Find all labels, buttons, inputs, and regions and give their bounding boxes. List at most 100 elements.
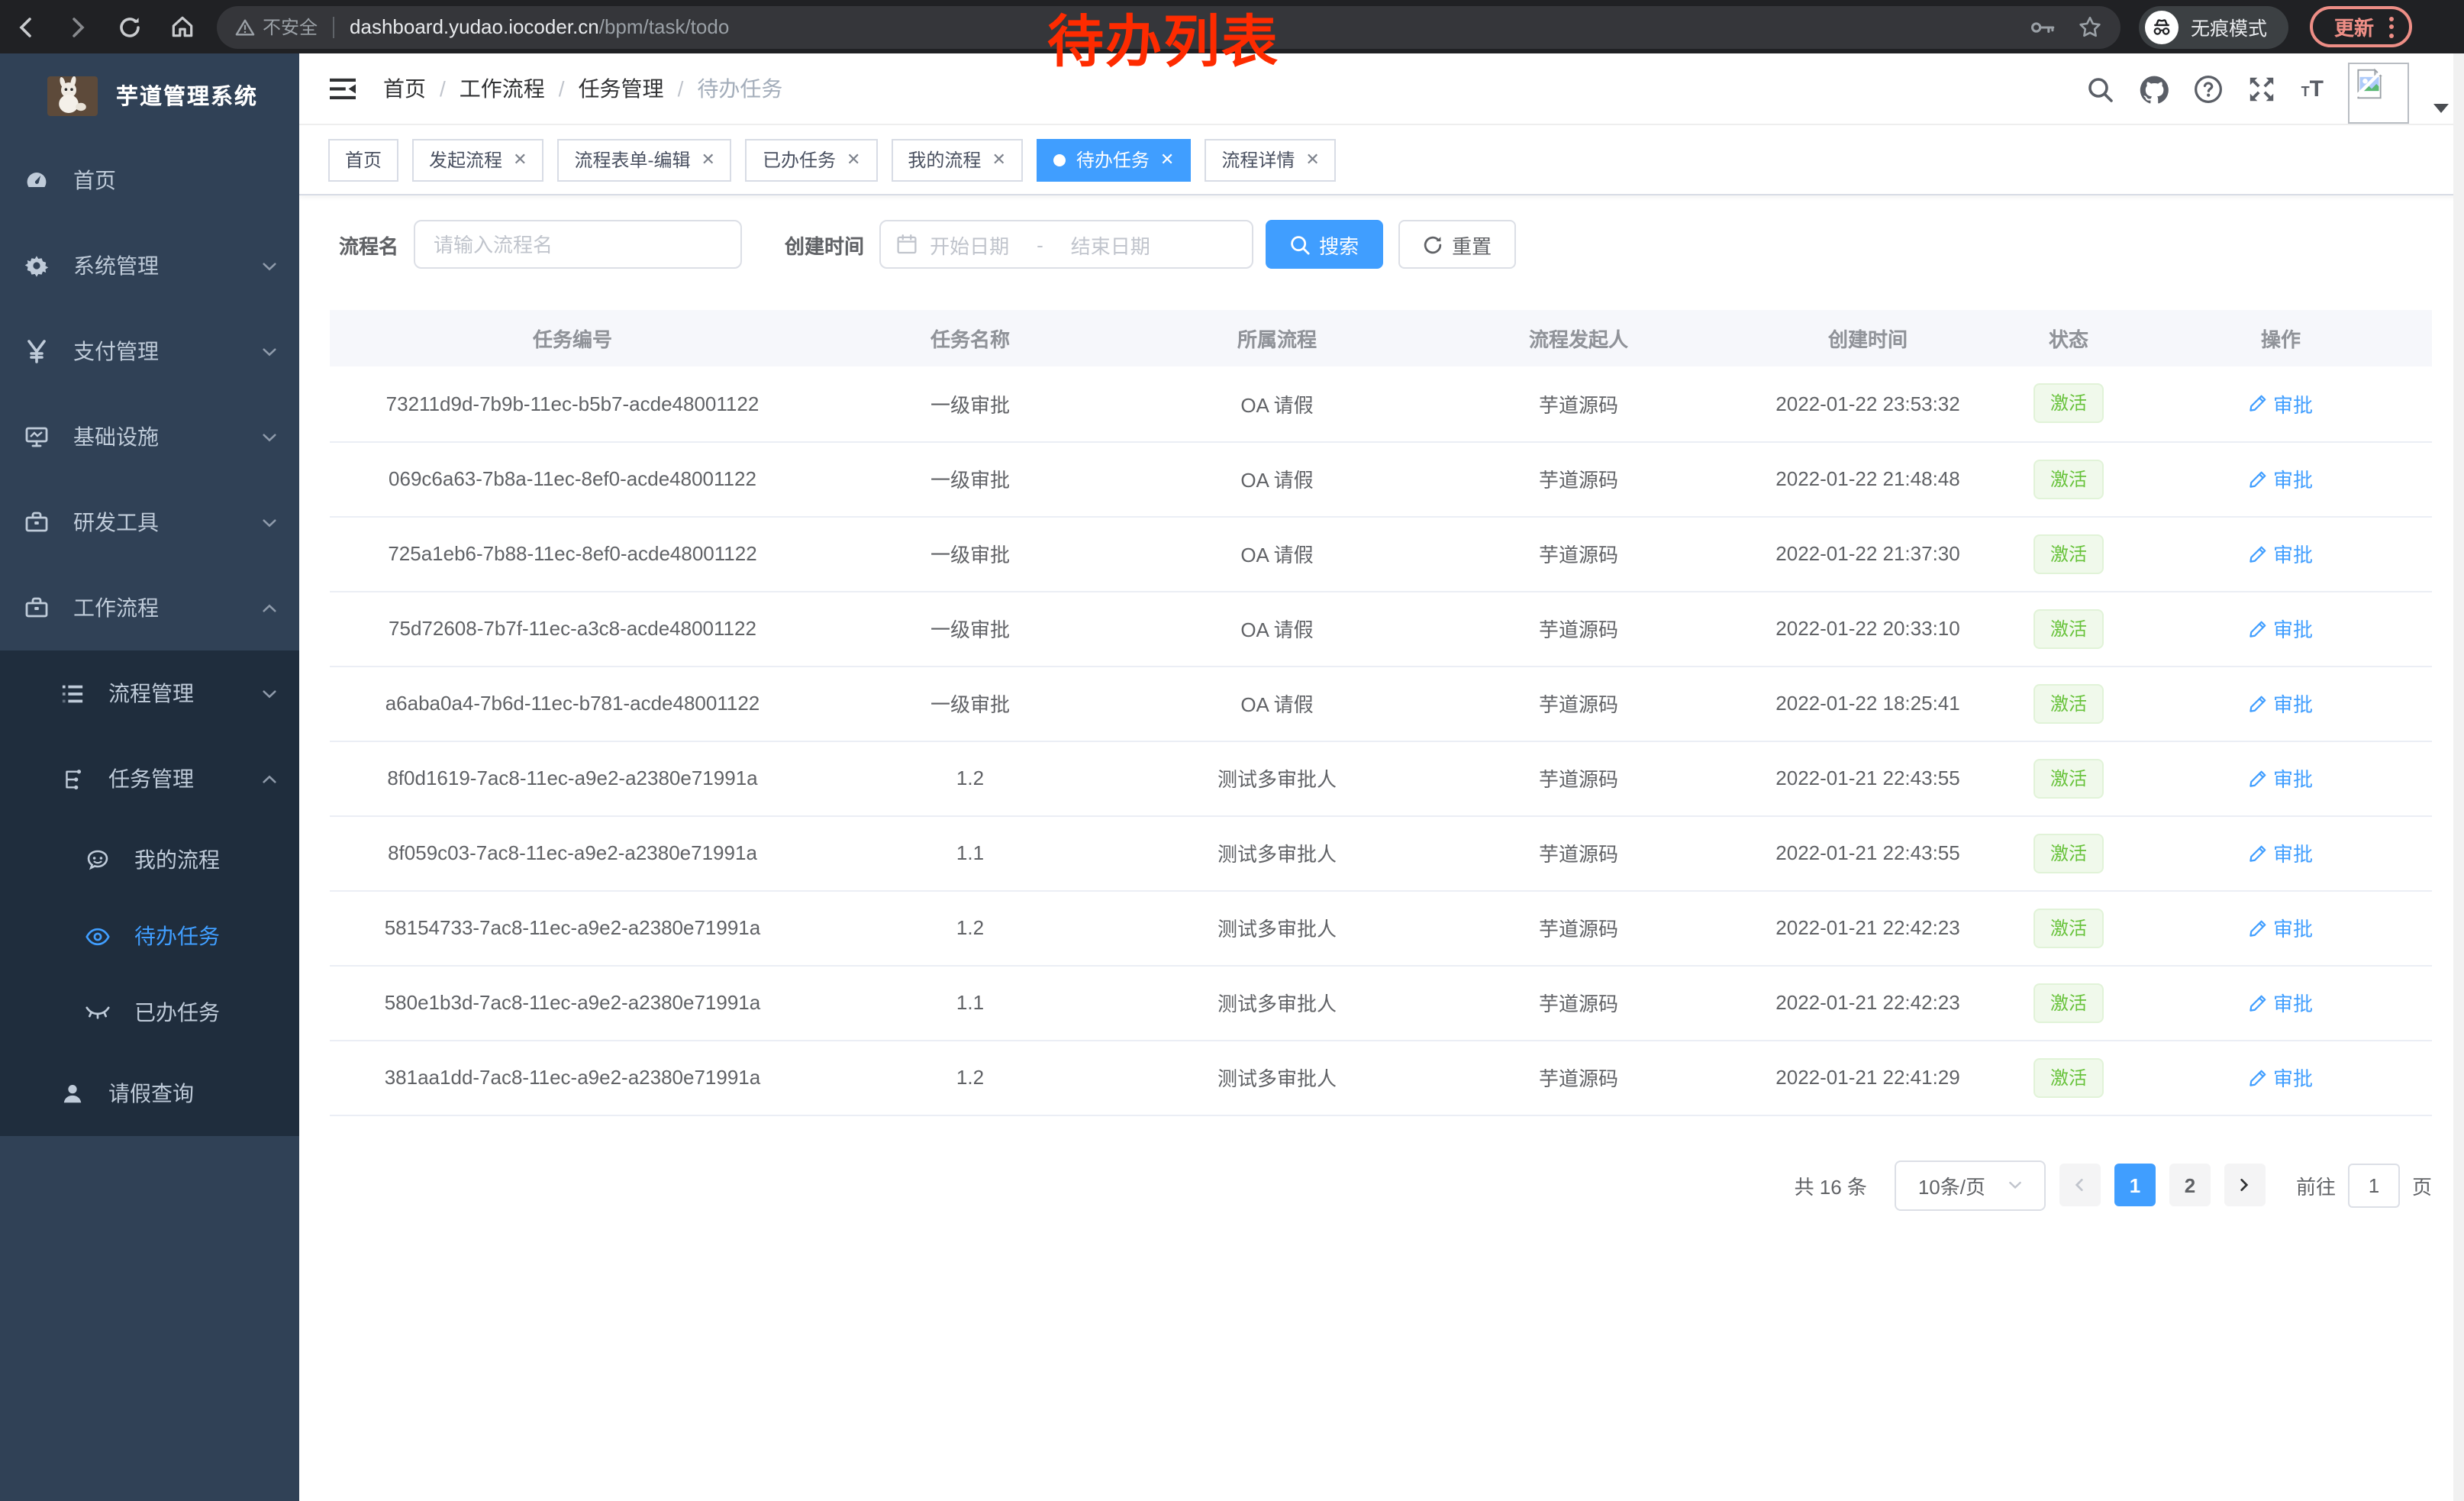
status-badge: 激活	[2033, 983, 2104, 1022]
approve-link[interactable]: 审批	[2249, 1063, 2313, 1092]
close-icon[interactable]: ✕	[846, 151, 861, 169]
next-page-button[interactable]	[2224, 1164, 2266, 1206]
header-search-icon[interactable]	[2088, 76, 2115, 103]
breadcrumb-workflow[interactable]: 工作流程	[459, 76, 545, 101]
tab-home[interactable]: 首页	[328, 138, 399, 181]
approve-link[interactable]: 审批	[2249, 464, 2313, 493]
status-badge: 激活	[2033, 459, 2104, 499]
sidebar-item-devtools[interactable]: 研发工具	[0, 479, 299, 565]
close-icon[interactable]: ✕	[701, 151, 715, 169]
cell-process: OA 请假	[1125, 591, 1429, 667]
page-size-select[interactable]: 10条/页	[1894, 1160, 2046, 1210]
status-badge: 激活	[2033, 608, 2104, 648]
breadcrumb-home[interactable]: 首页	[383, 76, 426, 101]
sidebar-item-process-mgmt[interactable]: 流程管理	[0, 650, 299, 736]
edit-pencil-icon	[2250, 470, 2266, 487]
sidebar-item-workflow[interactable]: 工作流程	[0, 565, 299, 650]
approve-link[interactable]: 审批	[2249, 763, 2313, 792]
sidebar-item-my-process[interactable]: 我的流程	[0, 822, 299, 898]
cell-task-id: 73211d9d-7b9b-11ec-b5b7-acde48001122	[330, 366, 815, 442]
avatar[interactable]	[2348, 63, 2409, 124]
cell-task-name: 一级审批	[815, 441, 1125, 517]
sidebar-item-label: 研发工具	[73, 510, 159, 534]
fullscreen-icon[interactable]	[2248, 75, 2277, 104]
sidebar-collapse-button[interactable]	[328, 76, 357, 102]
search-icon	[1291, 235, 1310, 254]
close-icon[interactable]: ✕	[992, 151, 1006, 169]
tab-todo-tasks[interactable]: 待办任务 ✕	[1036, 138, 1192, 181]
cell-starter: 芋道源码	[1429, 441, 1728, 517]
sidebar-item-system[interactable]: 系统管理	[0, 223, 299, 308]
key-icon[interactable]	[2030, 19, 2056, 34]
cell-starter: 芋道源码	[1429, 741, 1728, 816]
dashboard-icon	[24, 168, 49, 192]
sidebar-item-infrastructure[interactable]: 基础设施	[0, 394, 299, 479]
bookmark-star-icon[interactable]	[2078, 15, 2102, 39]
goto-page-input[interactable]	[2347, 1163, 2400, 1207]
cell-starter: 芋道源码	[1429, 1040, 1728, 1115]
browser-update-button[interactable]: 更新	[2310, 6, 2413, 47]
approve-link[interactable]: 审批	[2249, 389, 2313, 418]
eye-open-icon	[85, 924, 110, 948]
sidebar-item-task-mgmt[interactable]: 任务管理	[0, 736, 299, 822]
sidebar-item-todo-tasks[interactable]: 待办任务	[0, 898, 299, 974]
cell-process: 测试多审批人	[1125, 1040, 1429, 1115]
sidebar-item-home[interactable]: 首页	[0, 137, 299, 223]
sidebar-item-leave-query[interactable]: 请假查询	[0, 1051, 299, 1136]
search-button[interactable]: 搜索	[1266, 220, 1384, 269]
browser-reload-button[interactable]	[104, 5, 156, 48]
tab-done-tasks[interactable]: 已办任务 ✕	[745, 138, 878, 181]
cell-task-id: a6aba0a4-7b6d-11ec-b781-acde48001122	[330, 666, 815, 741]
total-count: 共 16 条	[1794, 1175, 1867, 1198]
security-indicator[interactable]: 不安全	[235, 14, 318, 40]
status-badge: 激活	[2033, 683, 2104, 723]
approve-link[interactable]: 审批	[2249, 614, 2313, 643]
avatar-dropdown-caret[interactable]	[2433, 103, 2449, 112]
yen-icon	[24, 339, 49, 363]
font-size-icon[interactable]: TT	[2301, 76, 2324, 102]
process-name-input[interactable]	[414, 220, 743, 269]
cell-task-id: 58154733-7ac8-11ec-a9e2-a2380e71991a	[330, 890, 815, 966]
browser-back-button[interactable]	[0, 5, 52, 48]
broken-image-icon	[2355, 68, 2383, 99]
tab-form-edit[interactable]: 流程表单-编辑 ✕	[557, 138, 732, 181]
browser-menu-icon[interactable]	[2389, 16, 2395, 37]
approve-link[interactable]: 审批	[2249, 988, 2313, 1017]
date-range-picker[interactable]: 开始日期 - 结束日期	[879, 220, 1254, 269]
reset-button[interactable]: 重置	[1398, 220, 1517, 269]
help-icon[interactable]	[2195, 75, 2224, 104]
approve-link[interactable]: 审批	[2249, 539, 2313, 568]
workflow-submenu: 流程管理 任务管理 我的流程 待办任务	[0, 650, 299, 1136]
app-logo-row[interactable]: 芋道管理系统	[0, 53, 299, 137]
browser-forward-button[interactable]	[52, 5, 104, 48]
cell-starter: 芋道源码	[1429, 591, 1728, 667]
address-bar[interactable]: 不安全 dashboard.yudao.iocoder.cn/bpm/task/…	[217, 5, 2121, 48]
page-button-1[interactable]: 1	[2114, 1164, 2156, 1206]
close-icon[interactable]: ✕	[513, 151, 527, 169]
sidebar-item-done-tasks[interactable]: 已办任务	[0, 974, 299, 1051]
tab-process-detail[interactable]: 流程详情 ✕	[1205, 138, 1337, 181]
chevron-down-icon	[261, 343, 278, 360]
status-badge: 激活	[2033, 758, 2104, 798]
sidebar-item-payment[interactable]: 支付管理	[0, 308, 299, 394]
close-icon[interactable]: ✕	[1305, 151, 1320, 169]
breadcrumb-task-mgmt[interactable]: 任务管理	[578, 76, 664, 101]
sidebar-item-label: 任务管理	[108, 767, 194, 791]
browser-home-button[interactable]	[156, 5, 208, 48]
approve-link[interactable]: 审批	[2249, 913, 2313, 942]
cell-starter: 芋道源码	[1429, 516, 1728, 592]
tab-start-process[interactable]: 发起流程 ✕	[412, 138, 544, 181]
col-actions: 操作	[2130, 310, 2432, 366]
process-name-label: 流程名	[339, 234, 399, 257]
approve-link[interactable]: 审批	[2249, 689, 2313, 718]
update-label: 更新	[2334, 17, 2375, 40]
github-icon[interactable]	[2140, 74, 2170, 105]
tab-my-process[interactable]: 我的流程 ✕	[891, 138, 1023, 181]
col-task-id: 任务编号	[330, 310, 815, 366]
approve-link[interactable]: 审批	[2249, 838, 2313, 867]
page-button-2[interactable]: 2	[2169, 1164, 2211, 1206]
scrollbar-track[interactable]	[2453, 53, 2464, 1501]
close-icon[interactable]: ✕	[1159, 151, 1175, 169]
prev-page-button[interactable]	[2059, 1164, 2101, 1206]
incognito-badge: 无痕模式	[2139, 5, 2289, 48]
